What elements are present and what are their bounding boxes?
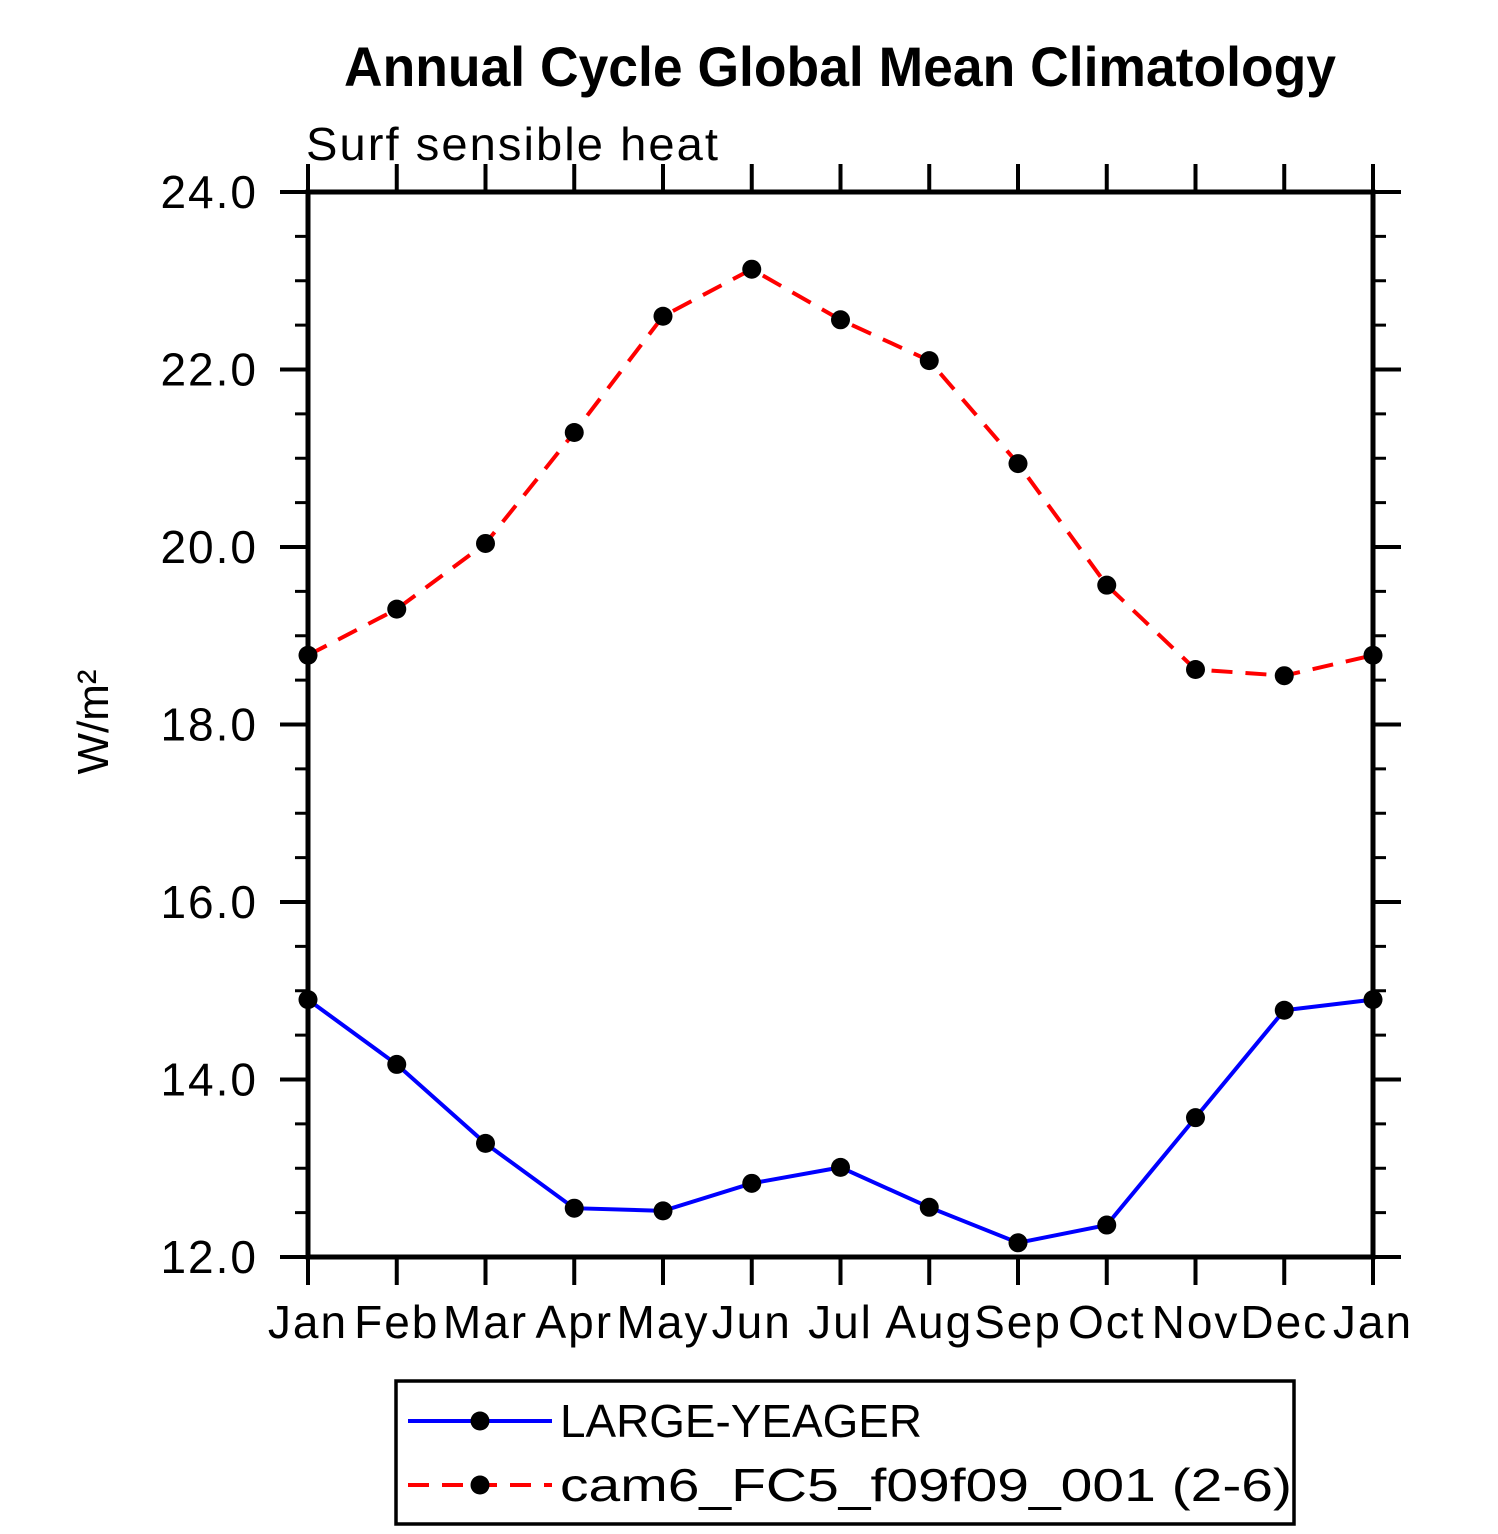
data-point-marker [476, 1133, 495, 1153]
axes-layer: Jan Feb Mar Apr May Jun Jul Aug Sep Oct Nov Dec Jan1… [160, 164, 1413, 1348]
x-tick-label: Oct [1068, 1296, 1146, 1348]
series-line-0 [306, 997, 1374, 1245]
x-tick-label: Aug [885, 1296, 973, 1348]
data-point-marker [1274, 1000, 1294, 1020]
data-point-marker [742, 259, 762, 279]
legend-box [394, 1379, 1296, 1526]
x-tick-label: Jun [712, 1296, 792, 1348]
data-point-marker [298, 990, 318, 1010]
data-point-marker [1363, 645, 1383, 665]
data-point-marker [653, 1201, 673, 1221]
legend-label-cam6: cam6_FC5_f09f09_001 (2-6) [560, 1459, 1292, 1511]
data-point-marker [387, 599, 407, 619]
data-point-marker [1363, 990, 1383, 1010]
data-point-marker [1274, 666, 1294, 686]
series-line-1 [307, 266, 1374, 678]
chart-title: Annual Cycle Global Mean Climatology [344, 35, 1336, 98]
y-tick-label: 14.0 [160, 1054, 258, 1106]
data-point-marker [919, 351, 939, 371]
x-tick-label: Mar [443, 1296, 528, 1348]
data-point-marker [1097, 1215, 1117, 1235]
x-tick-label: Apr [535, 1296, 613, 1348]
x-tick-label: Jan [1333, 1296, 1413, 1348]
y-tick-label: 12.0 [160, 1231, 258, 1283]
y-axis-label: W/m² [69, 669, 118, 774]
legend: LARGE-YEAGER cam6_FC5_f09f09_001 (2-6) [394, 1379, 1296, 1526]
x-tick-label: Jan [268, 1296, 348, 1348]
plot-frame [305, 189, 1376, 1260]
x-tick-label: Sep [974, 1296, 1062, 1348]
data-point-marker [1008, 1233, 1028, 1253]
y-tick-label: 22.0 [160, 344, 258, 396]
x-tick-label: Jul [808, 1296, 873, 1348]
data-point-marker [831, 310, 850, 330]
x-tick-label: May [617, 1296, 710, 1348]
legend-label-large-yeager: LARGE-YEAGER [560, 1395, 922, 1447]
y-tick-label: 20.0 [160, 521, 258, 573]
data-point-marker [298, 645, 318, 665]
data-point-marker [1008, 454, 1028, 474]
x-tick-label: Nov [1152, 1296, 1240, 1348]
data-point-marker [653, 306, 673, 326]
y-tick-label: 24.0 [160, 166, 258, 218]
y-tick-label: 16.0 [160, 876, 258, 928]
data-point-marker [742, 1173, 762, 1193]
data-point-marker [1097, 575, 1117, 595]
data-point-marker [831, 1157, 850, 1177]
legend-marker-icon [470, 1475, 490, 1495]
data-point-marker [476, 533, 495, 553]
data-point-marker [564, 1198, 584, 1218]
x-tick-label: Feb [354, 1296, 439, 1348]
data-point-marker [1186, 1108, 1205, 1128]
legend-marker-icon [470, 1411, 490, 1431]
data-point-marker [919, 1197, 939, 1217]
data-point-marker [387, 1054, 407, 1074]
series-layer [298, 259, 1383, 1253]
x-tick-label: Dec [1240, 1296, 1328, 1348]
data-point-marker [1186, 659, 1205, 679]
chart-subtitle: Surf sensible heat [306, 118, 720, 170]
y-tick-label: 18.0 [160, 699, 258, 751]
data-point-marker [564, 423, 584, 443]
